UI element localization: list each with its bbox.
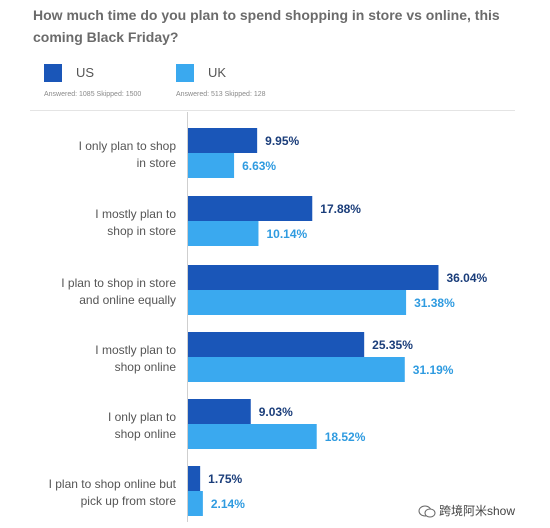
bar-uk-1 [188, 153, 235, 178]
watermark: 跨境阿米show [418, 502, 515, 519]
category-label-3: I plan to shop in store and online equall… [26, 275, 176, 309]
category-label-line: I plan to shop in store [61, 276, 176, 290]
category-label-line: I only plan to [107, 410, 176, 424]
legend-uk-swatch [176, 64, 194, 82]
chart-title: How much time do you plan to spend shopp… [33, 7, 500, 45]
legend-us-swatch [44, 64, 62, 82]
category-label-line: and online equally [79, 293, 176, 307]
value-axis-baseline [187, 112, 188, 522]
value-label-uk-5: 18.52% [325, 430, 366, 444]
category-label-1: I only plan to shop in store [26, 138, 176, 172]
value-label-us-3: 36.04% [446, 271, 487, 285]
category-label-line: shop online [114, 427, 176, 441]
category-label-4: I mostly plan to shop online [26, 342, 176, 376]
value-label-uk-1: 6.63% [242, 159, 276, 173]
category-label-5: I only plan to shop online [26, 409, 176, 443]
value-label-uk-2: 10.14% [266, 227, 307, 241]
category-label-line: I mostly plan to [95, 207, 176, 221]
category-label-line: I only plan to shop [78, 139, 176, 153]
category-label-2: I mostly plan to shop in store [26, 206, 176, 240]
bar-us-3 [188, 265, 439, 290]
bar-uk-6 [188, 491, 203, 516]
category-label-line: I mostly plan to [95, 343, 176, 357]
bar-us-4 [188, 332, 365, 357]
value-label-uk-6: 2.14% [211, 497, 245, 511]
wechat-icon [418, 505, 436, 518]
category-label-6: I plan to shop online but pick up from st… [26, 476, 176, 510]
bar-uk-2 [188, 221, 259, 246]
divider [30, 110, 515, 111]
legend-us-stats: Answered: 1085 Skipped: 1500 [44, 91, 142, 98]
value-label-us-4: 25.35% [372, 338, 413, 352]
category-label-line: pick up from store [80, 494, 176, 508]
bar-uk-5 [188, 424, 317, 449]
value-label-us-6: 1.75% [208, 472, 242, 486]
watermark-text: 跨境阿米show [439, 504, 516, 518]
value-label-uk-4: 31.19% [413, 363, 454, 377]
bar-uk-4 [188, 357, 405, 382]
value-label-us-5: 9.03% [259, 405, 293, 419]
bar-us-5 [188, 399, 251, 424]
legend-uk-stats: Answered: 513 Skipped: 128 [176, 91, 266, 98]
legend-us-label: US [76, 65, 95, 80]
bar-uk-3 [188, 290, 407, 315]
category-label-line: in store [136, 156, 176, 170]
bar-us-6 [188, 466, 201, 491]
value-label-uk-3: 31.38% [414, 296, 455, 310]
category-label-line: shop online [114, 360, 176, 374]
value-label-us-1: 9.95% [265, 134, 299, 148]
value-label-us-2: 17.88% [320, 202, 361, 216]
bar-us-2 [188, 196, 313, 221]
bar-us-1 [188, 128, 258, 153]
legend-uk-label: UK [208, 65, 227, 80]
category-label-line: I plan to shop online but [48, 477, 176, 491]
category-label-line: shop in store [107, 224, 176, 238]
